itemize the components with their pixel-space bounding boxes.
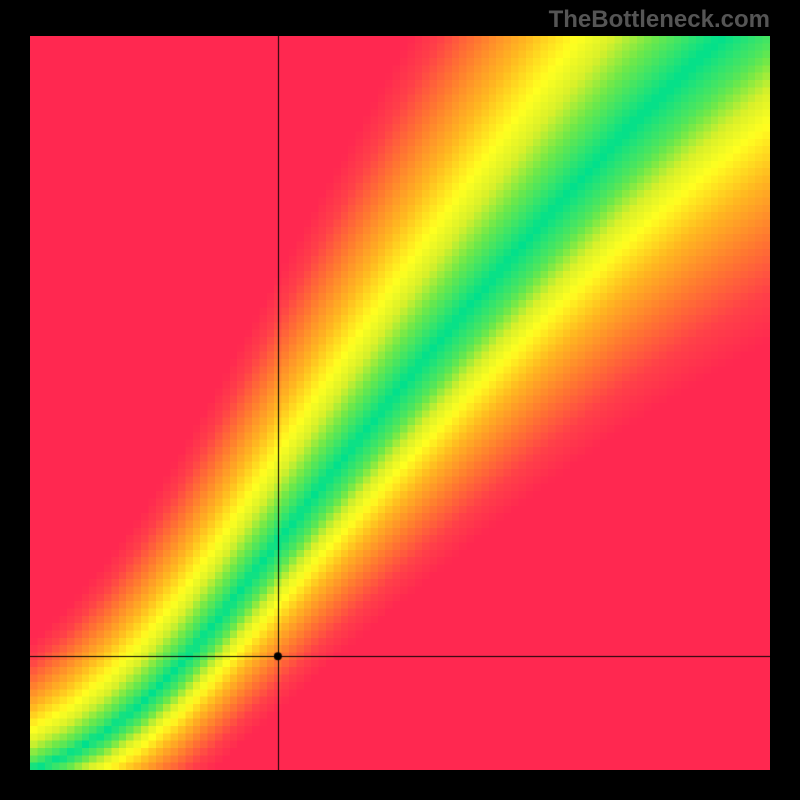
chart-container: { "watermark": { "text": "TheBottleneck.… [0,0,800,800]
watermark-text: TheBottleneck.com [549,6,770,34]
crosshair-overlay [30,36,770,770]
